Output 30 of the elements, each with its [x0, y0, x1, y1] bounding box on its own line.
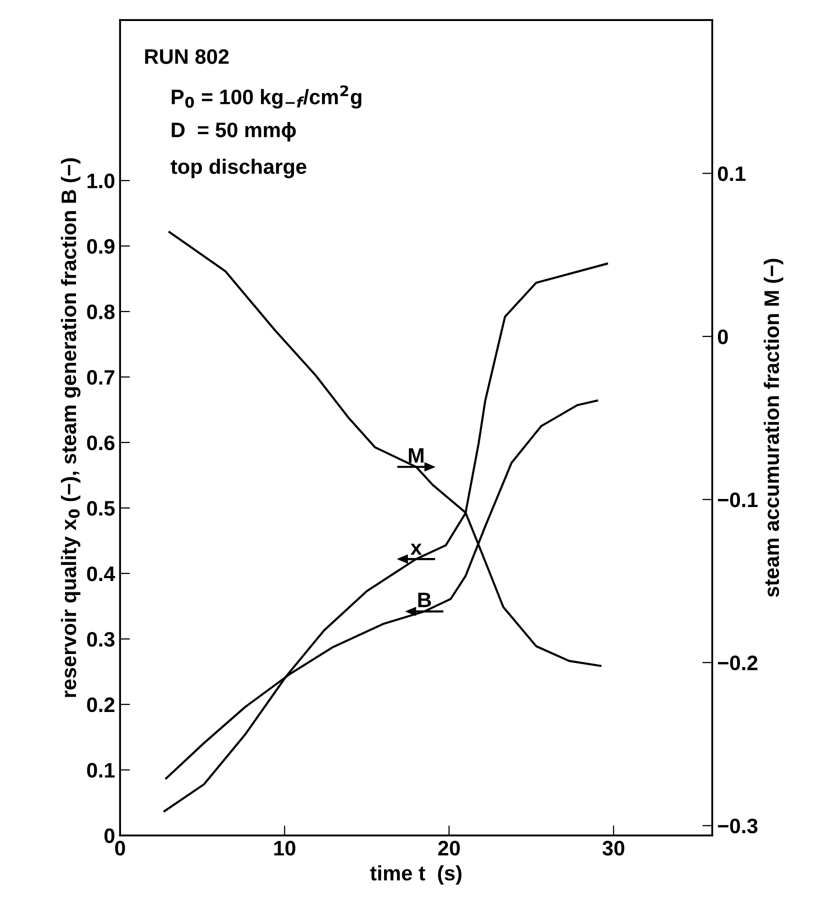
y-tick-label: 1.0 [88, 174, 114, 188]
y-tick-label: 0 [104, 828, 114, 844]
annotation: D = 50 mmϕ [172, 122, 296, 142]
series-label: x [410, 544, 422, 555]
annotation: top discharge [170, 158, 306, 178]
y-tick-label: 0.3 [87, 632, 114, 647]
y-tick-label: 0.8 [87, 304, 115, 320]
y2-tick-label: 0 [718, 329, 728, 344]
y-tick-label: 0.5 [87, 500, 115, 516]
y-axis-title: reservoir quality x$_{0}$ (−), steam generation fraction B (−) [60, 158, 80, 698]
y-tick-label: 0.2 [87, 697, 114, 712]
y-tick-label: 0.1 [87, 762, 115, 778]
x-tick-label: 30 [602, 840, 624, 856]
y-tick-label: 0.4 [87, 566, 116, 582]
y2-tick-label: −0.2 [718, 656, 758, 670]
y2-tick-label: −0.1 [718, 492, 758, 508]
y2-axis-title: steam accumuration fraction M (−) [764, 258, 784, 597]
x-tick-label: 20 [438, 840, 460, 856]
x-tick-label: 0 [115, 840, 126, 856]
y2-tick-label: −0.3 [718, 818, 758, 834]
annotation: RUN 802 [145, 49, 229, 64]
x-tick-label: 10 [274, 840, 296, 856]
x-axis-title: time t (s) [370, 865, 462, 885]
annotation: P$_{0}$ = 100 kg$_{−f}$/cm$^{2}$g [172, 85, 362, 109]
series-label: B [418, 592, 431, 608]
y2-tick-label: 0.1 [718, 166, 746, 182]
y-tick-label: 0.9 [87, 239, 114, 254]
series-label: M [408, 448, 424, 463]
y-tick-label: 0.7 [87, 370, 114, 385]
y-tick-label: 0.6 [87, 435, 114, 450]
